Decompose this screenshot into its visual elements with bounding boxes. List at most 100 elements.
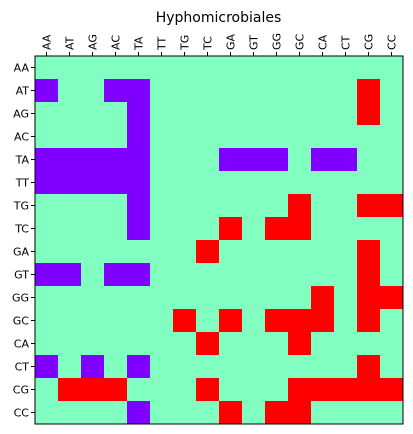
heatmap-cell-GT-AT — [58, 263, 82, 287]
heatmap-cell-CG-AG — [81, 378, 105, 402]
heatmap-cell-GC-CG — [357, 309, 381, 333]
heatmap-cell-CG-AC — [104, 378, 128, 402]
heatmap-cell-GC-CT — [334, 309, 358, 333]
heatmap-cell-AC-AC — [104, 125, 128, 149]
y-tick-label: TA — [15, 154, 30, 167]
heatmap-cell-TT-CT — [334, 171, 358, 195]
heatmap-cell-AC-AT — [58, 125, 82, 149]
heatmap-cell-GA-AC — [104, 240, 128, 264]
heatmap-cell-GG-TG — [173, 286, 197, 310]
y-tick-label: CG — [13, 384, 29, 397]
heatmap-cell-CA-TA — [127, 332, 151, 356]
heatmap-cell-GA-TC — [196, 240, 220, 264]
heatmap-cell-GC-CA — [311, 309, 335, 333]
heatmap-cell-AC-TC — [196, 125, 220, 149]
heatmap-cell-TA-AA — [35, 148, 59, 172]
heatmap-cell-AA-TG — [173, 56, 197, 80]
heatmap-cell-GA-CT — [334, 240, 358, 264]
heatmap-cell-TG-GT — [242, 194, 266, 218]
heatmap-cell-AG-TT — [150, 102, 174, 126]
chart-title: Hyphomicrobiales — [156, 10, 282, 26]
y-tick-label: CT — [15, 361, 30, 374]
heatmap-cell-AC-TG — [173, 125, 197, 149]
heatmap-cell-AG-CC — [380, 102, 404, 126]
heatmap-cell-CA-TC — [196, 332, 220, 356]
heatmap-cell-TT-AT — [58, 171, 82, 195]
heatmap-cell-GG-CA — [311, 286, 335, 310]
heatmap-cell-TG-CC — [380, 194, 404, 218]
heatmap-cell-TC-AG — [81, 217, 105, 241]
x-axis-ticks: AA AT AG AC TA TT TG TC GA GT GG GC CA CT CG CC — [41, 33, 399, 56]
heatmap-cell-GT-TA — [127, 263, 151, 287]
heatmap-cell-CC-GA — [219, 401, 243, 425]
heatmap-cell-CC-AA — [35, 401, 59, 425]
heatmap-cell-GA-TG — [173, 240, 197, 264]
heatmap-cell-CA-CC — [380, 332, 404, 356]
heatmap-cell-TG-AG — [81, 194, 105, 218]
heatmap-cell-CG-AA — [35, 378, 59, 402]
heatmap-cell-AG-CT — [334, 102, 358, 126]
heatmap-cell-CT-GG — [265, 355, 289, 379]
heatmap-cell-AG-GG — [265, 102, 289, 126]
heatmap-cell-CC-GC — [288, 401, 312, 425]
x-tick-label: TG — [179, 35, 192, 51]
heatmap-cell-GC-TA — [127, 309, 151, 333]
heatmap-cell-CT-AG — [81, 355, 105, 379]
heatmap-cell-AA-GA — [219, 56, 243, 80]
y-tick-label: GT — [14, 269, 29, 282]
heatmap-cell-CG-TT — [150, 378, 174, 402]
heatmap-cell-CC-AT — [58, 401, 82, 425]
heatmap-cell-CG-TA — [127, 378, 151, 402]
heatmap-cell-GC-AG — [81, 309, 105, 333]
heatmap-cell-TG-AT — [58, 194, 82, 218]
heatmap-cell-TA-AG — [81, 148, 105, 172]
x-tick-label: TA — [133, 36, 146, 51]
heatmap-cell-TT-GA — [219, 171, 243, 195]
heatmap-cell-TG-GC — [288, 194, 312, 218]
heatmap-cell-AA-GG — [265, 56, 289, 80]
heatmap-cell-CG-GT — [242, 378, 266, 402]
heatmap-cell-CA-AA — [35, 332, 59, 356]
heatmap-cell-GC-GC — [288, 309, 312, 333]
heatmap-cell-GT-CT — [334, 263, 358, 287]
heatmap-cell-AT-AG — [81, 79, 105, 103]
heatmap-cell-GC-GA — [219, 309, 243, 333]
heatmap-cell-CC-CG — [357, 401, 381, 425]
heatmap-cell-GA-AA — [35, 240, 59, 264]
heatmap-cell-GG-CG — [357, 286, 381, 310]
heatmap-cell-CT-TT — [150, 355, 174, 379]
heatmap-cell-AC-GC — [288, 125, 312, 149]
heatmap-cell-TG-TG — [173, 194, 197, 218]
heatmap-cell-AT-AA — [35, 79, 59, 103]
heatmap-cell-AA-TT — [150, 56, 174, 80]
heatmap-cell-GA-AT — [58, 240, 82, 264]
heatmap-cell-CT-CA — [311, 355, 335, 379]
heatmap-cell-CT-CC — [380, 355, 404, 379]
x-tick-label: CT — [340, 35, 353, 50]
heatmap-cell-TT-CC — [380, 171, 404, 195]
heatmap-cell-CT-GT — [242, 355, 266, 379]
x-tick-label: GT — [248, 35, 261, 50]
heatmap-cell-CA-GC — [288, 332, 312, 356]
heatmap-cell-CT-AT — [58, 355, 82, 379]
heatmap-cell-CC-TG — [173, 401, 197, 425]
x-tick-label: CG — [363, 34, 376, 50]
heatmap-cell-AA-CG — [357, 56, 381, 80]
heatmap-cell-CA-TT — [150, 332, 174, 356]
heatmap-cell-AG-AA — [35, 102, 59, 126]
heatmap-cell-TG-TA — [127, 194, 151, 218]
heatmap-cell-CG-AT — [58, 378, 82, 402]
heatmap-cell-AA-CC — [380, 56, 404, 80]
heatmap-cell-AT-CT — [334, 79, 358, 103]
heatmap-cell-GT-GG — [265, 263, 289, 287]
heatmap-cell-CA-AT — [58, 332, 82, 356]
heatmap-cell-CG-GA — [219, 378, 243, 402]
heatmap-cell-TC-GT — [242, 217, 266, 241]
heatmap-cell-CC-CT — [334, 401, 358, 425]
y-tick-label: AG — [13, 108, 29, 121]
heatmap-cell-AT-GC — [288, 79, 312, 103]
x-tick-label: GC — [294, 33, 307, 50]
y-tick-label: GA — [13, 246, 30, 259]
heatmap-cell-TA-CT — [334, 148, 358, 172]
